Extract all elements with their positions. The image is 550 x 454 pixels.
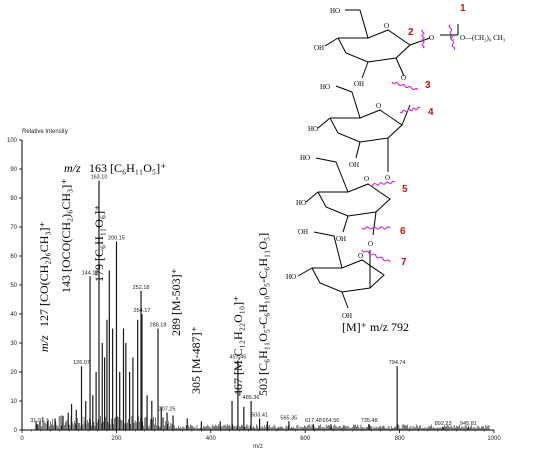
y-tick-label: 60 (10, 254, 17, 260)
peak-label: 617.48 (305, 418, 322, 424)
o-label-4: O (376, 102, 381, 110)
chemical-structure (297, 9, 459, 309)
oh-label-3: OH (354, 80, 364, 88)
peak-label: 31.97 (30, 418, 44, 424)
y-tick-label: 20 (10, 370, 17, 376)
cleavage-wavy-line (361, 249, 391, 263)
oh-label-2: OH (314, 44, 324, 52)
o-label-6: O (364, 175, 369, 183)
oh-label-6: OH (298, 228, 308, 236)
peak-label: 503.41 (251, 412, 268, 418)
ho-label-4: HO (300, 154, 310, 162)
cleavage-wavy-line (361, 226, 391, 230)
o-label-2: O (429, 34, 434, 42)
peak-label: 945.81 (460, 421, 477, 427)
cleavage-marks: 1 2 3 4 5 6 7 (361, 3, 466, 268)
peak-label: 307.25 (159, 407, 176, 413)
ho-label-3: HO (308, 125, 318, 133)
annotation-163-prefix: m/z (64, 161, 81, 175)
o-label-1: O (384, 22, 389, 30)
peak-label: 892.23 (435, 421, 452, 427)
cleavage-wavy-line (369, 180, 396, 187)
peak-label: 144.13 (82, 270, 99, 276)
cleavage-number: 1 (460, 3, 466, 14)
annotation-289: 289 [M-503]⁺ (169, 268, 183, 336)
peak-label: 654.56 (323, 418, 340, 424)
oh-label-5: OH (336, 235, 346, 243)
peak-label: 794.74 (389, 360, 406, 366)
sugar-ring-1 (324, 9, 459, 79)
x-tick-label: 0 (20, 436, 24, 442)
spectrum-peaks (34, 180, 490, 430)
annotation-305: 305 [M-487]⁺ (189, 326, 203, 394)
peak-labels: 31.97 126.07 144.13 163.10 200.15 252.18 254.1… (30, 175, 477, 428)
ho-label-6: HO (286, 273, 296, 281)
cleavage-number: 2 (408, 27, 414, 38)
sugar-ring-3 (305, 157, 391, 236)
x-tick-label: 600 (300, 436, 311, 442)
o-label-7: O (368, 240, 373, 248)
y-axis-label: Relative Intensity (22, 129, 68, 135)
y-tick-label: 30 (10, 341, 17, 347)
oh-label-7: OH (342, 312, 352, 320)
annotation-467: 467 [M-C₁₂H₂₂O₁₀]⁺ (231, 296, 245, 396)
annotation-163: 163 [C₆H₁₁O₅]⁺ (89, 161, 166, 175)
cleavage-number: 5 (402, 184, 408, 195)
peak-label: 163.10 (91, 175, 108, 181)
cleavage-wavy-line (421, 29, 425, 49)
peak-label: 254.17 (134, 308, 151, 314)
ho-label-2: HO (320, 83, 330, 91)
y-tick-label: 40 (10, 312, 17, 318)
annotation-503: 503 [C₆H₁₁O₅-C₆H₁₀O₅-C₆H₁₁O₅] (256, 233, 270, 396)
oh-label-1: HO (330, 7, 340, 15)
x-axis-label: m/z (253, 444, 263, 450)
fragment-annotations: m/z 127 [CO(CH₂)₆CH₃]⁺ 143 [OCO(CH₂)₆CH₃… (37, 161, 409, 396)
cleavage-wavy-line (399, 106, 421, 114)
cleavage-number: 6 (400, 226, 406, 237)
x-tick-label: 800 (395, 436, 406, 442)
peak-label: 565.35 (280, 415, 297, 421)
o-label-3: O (401, 74, 406, 82)
peak-label: 485.36 (243, 395, 260, 401)
sugar-ring-2 (317, 85, 411, 172)
annotation-179: 179 [C₆H₁₁O₆]⁺ (92, 205, 106, 282)
x-tick-label: 1000 (487, 436, 501, 442)
sugar-ring-4 (297, 231, 385, 309)
peak-label: 735.48 (361, 418, 378, 424)
y-tick-label: 0 (14, 428, 18, 434)
o-label-5: O (385, 174, 390, 182)
peak-label: 126.07 (73, 360, 90, 366)
ho-label-5: HO (296, 199, 306, 207)
y-tick-label: 70 (10, 225, 17, 231)
x-tick-label: 400 (206, 436, 217, 442)
peak-label: 200.15 (108, 236, 125, 242)
y-tick-label: 90 (10, 167, 17, 173)
annotation-molecular-ion: [M]⁺ m/z 792 (342, 320, 409, 334)
y-tick-label: 10 (10, 399, 17, 405)
annotation-127: 127 [CO(CH₂)₆CH₃]⁺ (37, 221, 51, 327)
o-label-8: O (358, 252, 363, 260)
peak-label: 288.18 (150, 323, 167, 329)
cleavage-wavy-line (448, 24, 456, 51)
y-tick-label: 100 (7, 138, 18, 144)
peak-label: 457.45 (230, 354, 247, 360)
x-tick-label: 200 (111, 436, 122, 442)
acyl-carbon-label: C (450, 34, 455, 42)
peak-label: 252.18 (133, 285, 150, 291)
structure-labels: HO OH OH O O C O—(CH₂)₆ CH₃ O HO HO OH O… (286, 7, 506, 320)
annotation-143: 143 [OCO(CH₂)₆CH₃]⁺ (59, 178, 73, 293)
cleavage-number: 3 (425, 80, 431, 91)
y-tick-label: 50 (10, 283, 17, 289)
oh-label-4: OH (349, 161, 359, 169)
cleavage-wavy-line (391, 81, 419, 91)
y-tick-label: 80 (10, 196, 17, 202)
annotation-127-prefix: m/z (37, 335, 51, 352)
cleavage-number: 4 (428, 107, 434, 118)
cleavage-number: 7 (401, 257, 407, 268)
acyl-chain-label: O—(CH₂)₆ CH₃ (460, 34, 506, 42)
